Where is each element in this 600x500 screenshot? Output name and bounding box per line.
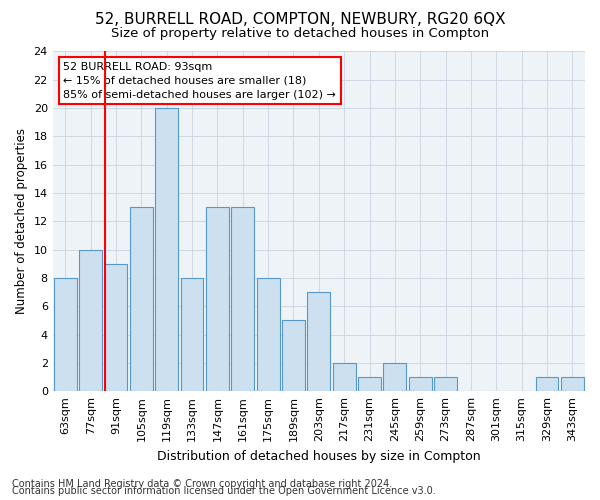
X-axis label: Distribution of detached houses by size in Compton: Distribution of detached houses by size … [157, 450, 481, 462]
Bar [282, 320, 305, 391]
Bar [561, 377, 584, 391]
Bar [358, 377, 381, 391]
Y-axis label: Number of detached properties: Number of detached properties [15, 128, 28, 314]
Bar [232, 207, 254, 391]
Bar [409, 377, 431, 391]
Bar [79, 250, 102, 391]
Bar [307, 292, 330, 391]
Text: Contains public sector information licensed under the Open Government Licence v3: Contains public sector information licen… [12, 486, 436, 496]
Bar [206, 207, 229, 391]
Bar [155, 108, 178, 391]
Text: Contains HM Land Registry data © Crown copyright and database right 2024.: Contains HM Land Registry data © Crown c… [12, 479, 392, 489]
Bar [130, 207, 153, 391]
Bar [104, 264, 127, 391]
Bar [536, 377, 559, 391]
Text: Size of property relative to detached houses in Compton: Size of property relative to detached ho… [111, 28, 489, 40]
Bar [434, 377, 457, 391]
Text: 52 BURRELL ROAD: 93sqm
← 15% of detached houses are smaller (18)
85% of semi-det: 52 BURRELL ROAD: 93sqm ← 15% of detached… [64, 62, 336, 100]
Text: 52, BURRELL ROAD, COMPTON, NEWBURY, RG20 6QX: 52, BURRELL ROAD, COMPTON, NEWBURY, RG20… [95, 12, 505, 28]
Bar [333, 363, 356, 391]
Bar [383, 363, 406, 391]
Bar [54, 278, 77, 391]
Bar [257, 278, 280, 391]
Bar [181, 278, 203, 391]
